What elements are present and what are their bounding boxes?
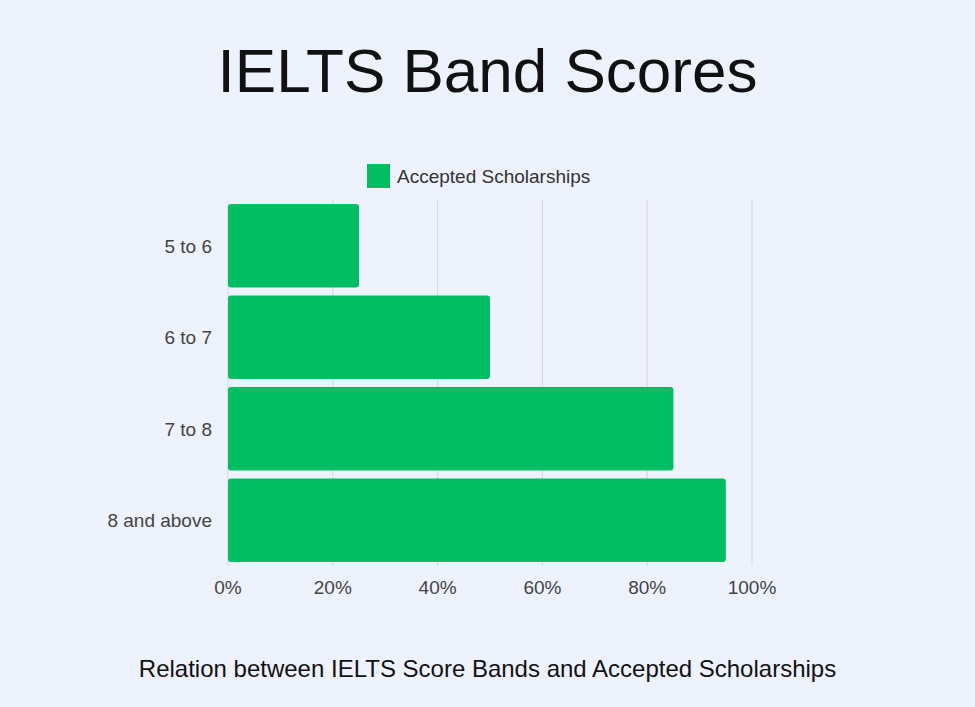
bar [228, 296, 490, 379]
category-label: 8 and above [107, 510, 212, 531]
tick-label: 0% [214, 577, 242, 598]
bar [228, 479, 726, 562]
tick-label: 40% [419, 577, 457, 598]
category-label: 7 to 8 [164, 419, 212, 440]
chart: IELTS Band Scores 0% 20% 40% 60% 80% 100% 5 to … [0, 0, 975, 707]
caption: Relation between IELTS Score Bands and A… [139, 655, 836, 682]
title: IELTS Band Scores [218, 36, 758, 105]
bar [228, 387, 673, 470]
background [0, 0, 975, 707]
tick-label: 80% [628, 577, 666, 598]
legend-label: Accepted Scholarships [397, 166, 590, 187]
legend-swatch [367, 164, 390, 188]
bars [228, 204, 726, 562]
category-label: 6 to 7 [164, 327, 212, 348]
grid-line [752, 200, 753, 566]
tick-label: 60% [523, 577, 561, 598]
tick-label: 20% [314, 577, 352, 598]
tick-label: 100% [728, 577, 777, 598]
bar [228, 204, 359, 287]
category-label: 5 to 6 [164, 236, 212, 257]
